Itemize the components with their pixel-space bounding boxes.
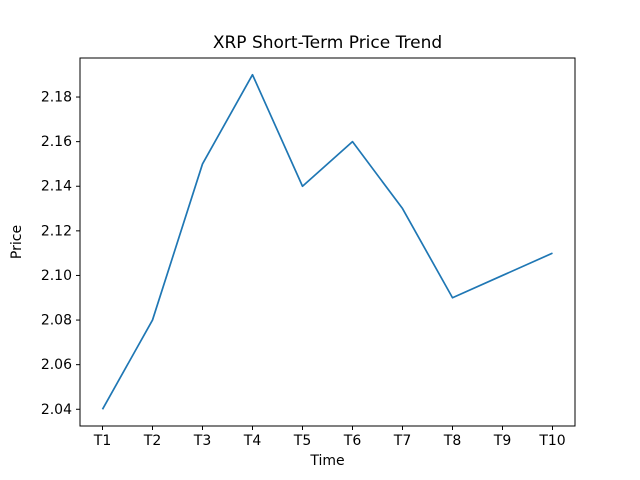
x-axis-label: Time <box>310 453 345 469</box>
axes-spines <box>79 57 576 427</box>
y-tick-label: 2.14 <box>41 179 72 195</box>
x-tick-label: T7 <box>393 433 411 449</box>
x-tick-label: T2 <box>143 433 161 449</box>
x-tick-label: T5 <box>293 433 311 449</box>
x-tick-label: T9 <box>493 433 511 449</box>
x-tick-label: T4 <box>243 433 262 449</box>
x-tick-label: T6 <box>343 433 362 449</box>
y-tick-label: 2.04 <box>41 402 72 418</box>
y-tick-label: 2.16 <box>41 134 72 150</box>
chart-title: XRP Short-Term Price Trend <box>212 33 443 53</box>
x-tick-label: T10 <box>538 433 565 449</box>
y-tick-label: 2.12 <box>41 223 72 239</box>
y-tick-label: 2.10 <box>41 268 72 284</box>
y-tick-label: 2.06 <box>41 357 72 373</box>
y-tick-label: 2.08 <box>41 313 72 329</box>
x-tick-label: T8 <box>443 433 461 449</box>
x-tick-label: T1 <box>93 433 111 449</box>
y-tick-label: 2.18 <box>41 90 72 106</box>
x-tick-label: T3 <box>193 433 211 449</box>
price-trend-line <box>101 73 553 410</box>
